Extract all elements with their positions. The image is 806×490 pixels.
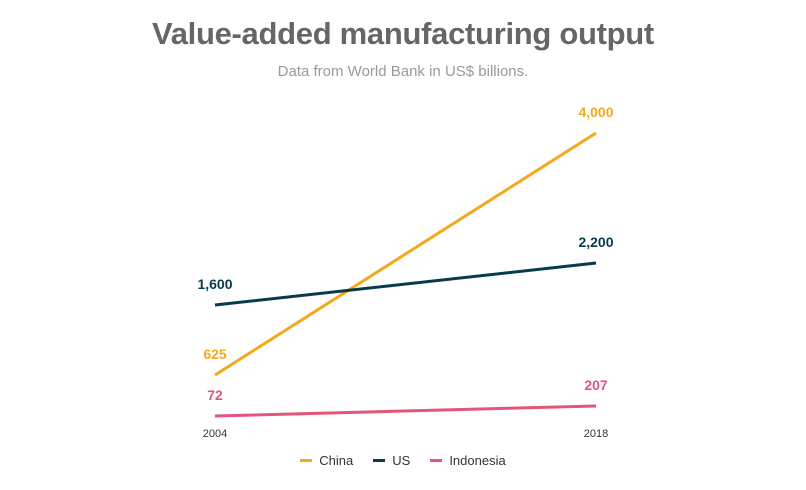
x-axis-ticks: 2004 2018 bbox=[203, 428, 608, 440]
legend-label-indonesia: Indonesia bbox=[449, 453, 506, 468]
legend-item-china: China bbox=[300, 453, 353, 468]
legend-swatch-us bbox=[373, 459, 386, 462]
legend-swatch-indonesia bbox=[430, 459, 443, 462]
series-lines bbox=[214, 131, 597, 418]
data-label-indonesia-2018: 207 bbox=[584, 377, 608, 393]
series-line-us bbox=[214, 261, 597, 307]
legend-item-indonesia: Indonesia bbox=[430, 453, 506, 468]
chart-subtitle: Data from World Bank in US$ billions. bbox=[277, 63, 529, 80]
data-label-china-2004: 625 bbox=[203, 346, 227, 362]
series-line-indonesia bbox=[214, 404, 597, 418]
data-label-us-2018: 2,200 bbox=[578, 234, 613, 250]
data-label-indonesia-2004: 72 bbox=[207, 387, 223, 403]
x-tick-label-2018: 2018 bbox=[584, 428, 608, 440]
legend: China US Indonesia bbox=[0, 453, 806, 468]
data-labels: 625 4,000 1,600 2,200 72 207 bbox=[197, 104, 613, 403]
chart-title: Value-added manufacturing output bbox=[152, 16, 654, 51]
legend-swatch-china bbox=[300, 459, 313, 462]
x-tick-label-2004: 2004 bbox=[203, 428, 227, 440]
series-line-china bbox=[214, 131, 597, 377]
data-label-china-2018: 4,000 bbox=[578, 104, 613, 120]
legend-label-china: China bbox=[319, 453, 354, 468]
legend-label-us: US bbox=[392, 453, 411, 468]
legend-item-us: US bbox=[373, 453, 410, 468]
data-label-us-2004: 1,600 bbox=[197, 276, 232, 292]
